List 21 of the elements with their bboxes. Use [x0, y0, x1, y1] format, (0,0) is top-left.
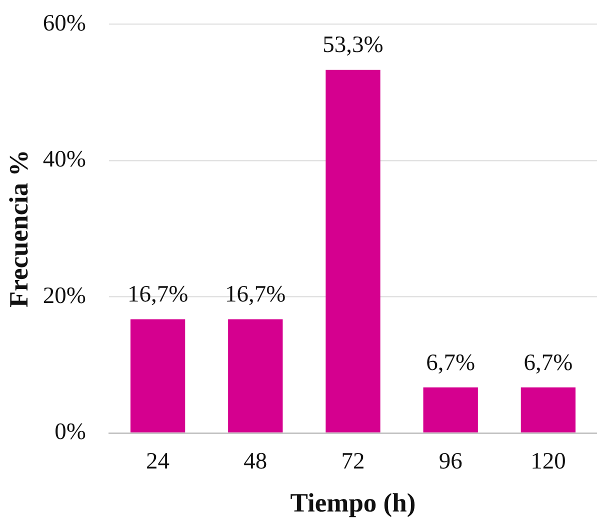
y-tick-label: 40%	[42, 146, 86, 173]
x-tick-label: 24	[146, 448, 170, 474]
x-axis-title: Tiempo (h)	[290, 488, 416, 518]
bar	[423, 387, 478, 432]
bar	[228, 319, 283, 432]
data-label: 6,7%	[524, 350, 573, 376]
bar	[520, 387, 576, 432]
data-label: 6,7%	[426, 350, 476, 376]
data-label: 16,7%	[225, 282, 286, 308]
y-tick-label: 60%	[42, 10, 86, 36]
x-tick-label: 120	[530, 448, 566, 474]
y-axis-title: Frecuencia %	[4, 150, 34, 308]
y-tick-label: 0%	[54, 419, 86, 446]
x-tick-label: 96	[438, 448, 463, 474]
x-tick-label: 72	[341, 448, 365, 474]
bar	[326, 70, 380, 432]
x-tick-label: 48	[244, 448, 268, 474]
data-label: 16,7%	[127, 282, 188, 308]
y-tick-label: 20%	[42, 282, 86, 309]
data-label: 53,3%	[322, 32, 384, 58]
bar	[130, 319, 186, 432]
